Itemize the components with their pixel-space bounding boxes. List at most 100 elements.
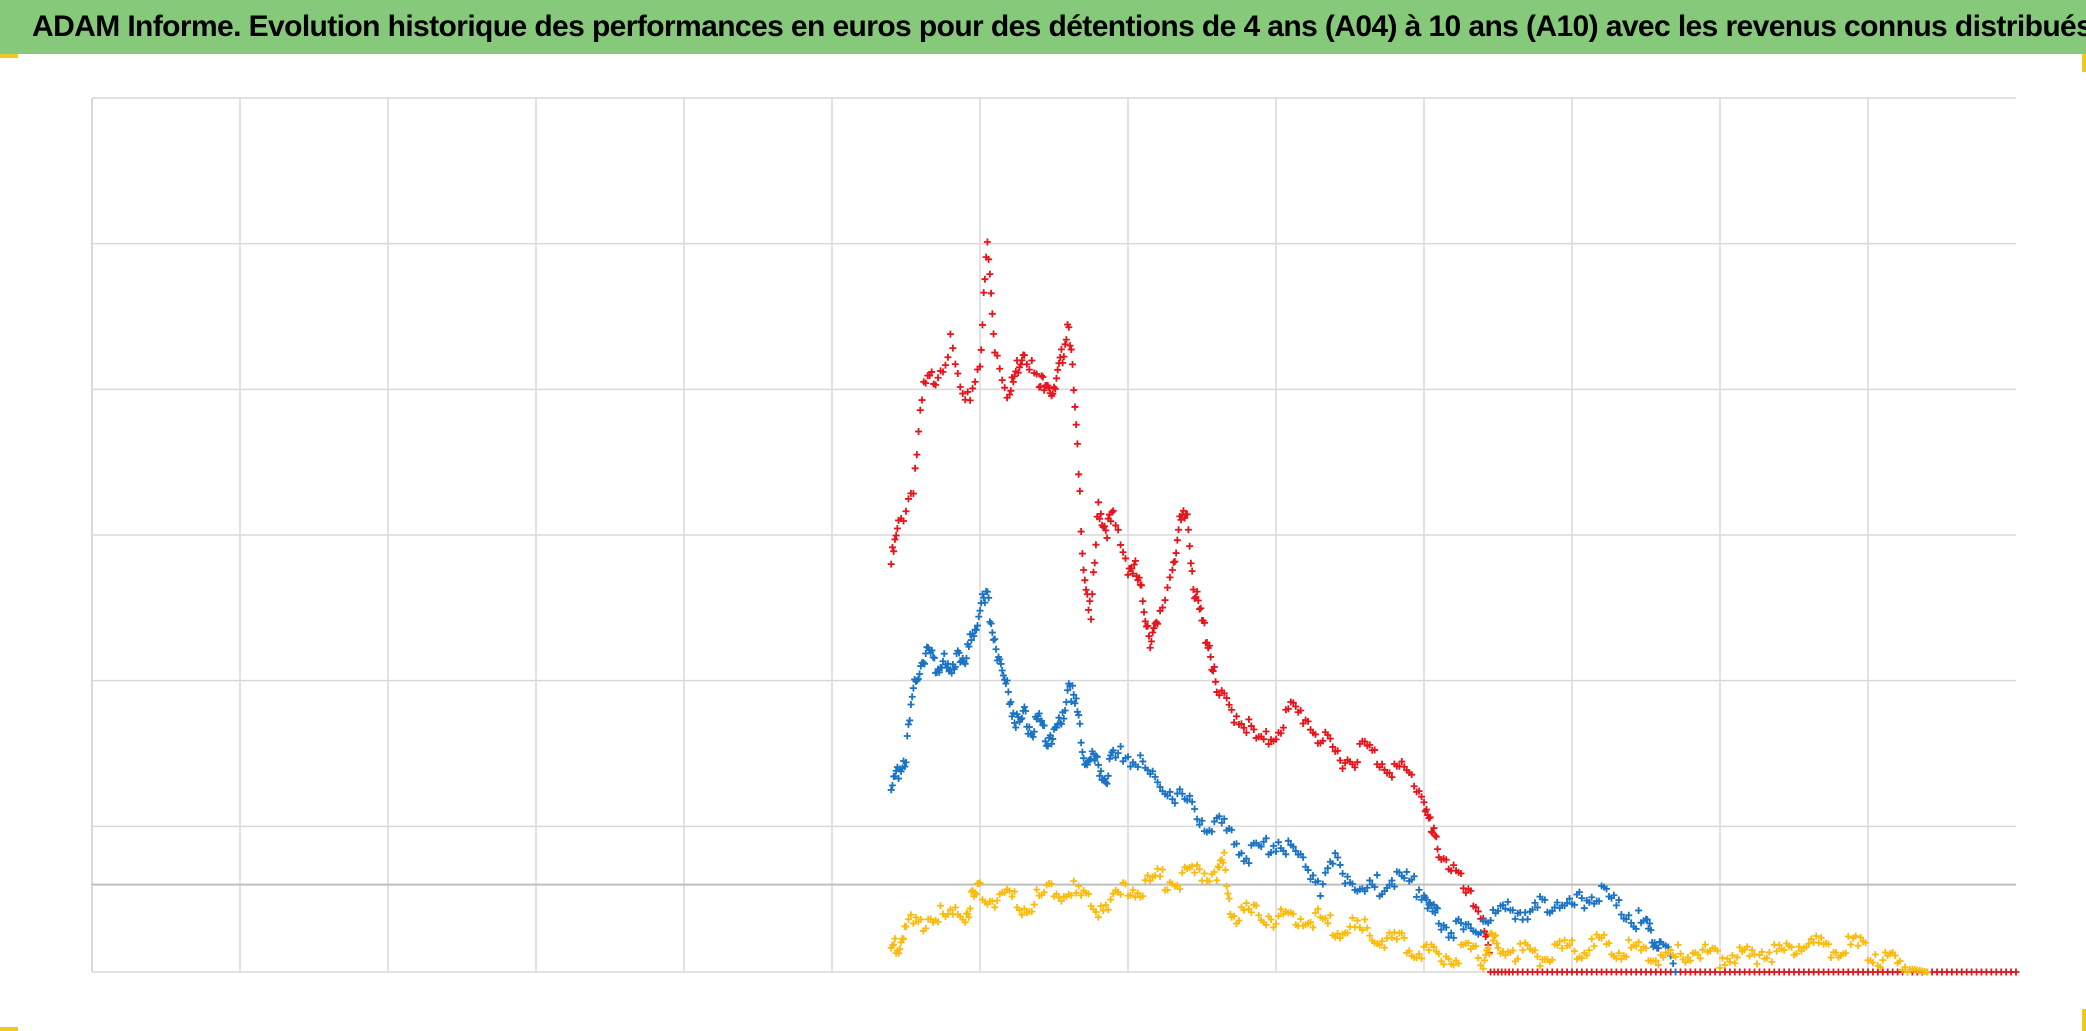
data-point bbox=[1213, 876, 1221, 884]
data-point bbox=[1247, 908, 1255, 916]
data-point bbox=[1425, 946, 1433, 954]
data-point bbox=[1156, 872, 1164, 880]
data-point bbox=[1017, 360, 1025, 368]
data-point bbox=[901, 763, 909, 771]
data-point bbox=[902, 923, 910, 931]
data-point bbox=[1097, 767, 1105, 775]
data-point bbox=[1385, 881, 1393, 889]
data-point bbox=[1055, 894, 1063, 902]
data-point bbox=[988, 629, 996, 637]
data-point bbox=[1187, 559, 1195, 567]
data-point bbox=[1009, 709, 1017, 717]
data-point bbox=[971, 378, 979, 386]
data-point bbox=[1078, 748, 1086, 756]
data-point bbox=[1076, 487, 1084, 495]
data-point bbox=[1410, 782, 1418, 790]
data-point bbox=[1072, 421, 1080, 429]
data-point bbox=[1489, 937, 1497, 945]
data-point bbox=[1580, 904, 1588, 912]
data-point bbox=[999, 671, 1007, 679]
data-point bbox=[1136, 751, 1144, 759]
data-point bbox=[1044, 742, 1052, 750]
data-point bbox=[930, 654, 938, 662]
data-point bbox=[997, 660, 1005, 668]
data-point bbox=[1059, 359, 1067, 367]
data-point bbox=[1457, 919, 1465, 927]
data-point bbox=[1070, 877, 1078, 885]
data-point bbox=[922, 924, 930, 932]
data-point bbox=[1091, 757, 1099, 765]
data-point bbox=[1242, 899, 1250, 907]
data-point bbox=[1139, 597, 1147, 605]
data-point bbox=[1171, 558, 1179, 566]
data-point bbox=[1092, 541, 1100, 549]
data-point bbox=[1102, 901, 1110, 909]
data-point bbox=[1413, 893, 1421, 901]
data-point bbox=[1736, 943, 1744, 951]
data-point bbox=[1827, 954, 1835, 962]
data-point bbox=[992, 645, 1000, 653]
data-point bbox=[1891, 952, 1899, 960]
data-point bbox=[1052, 374, 1060, 382]
data-point bbox=[1643, 916, 1651, 924]
data-point bbox=[1210, 818, 1218, 826]
data-point bbox=[1029, 733, 1037, 741]
data-point bbox=[1480, 956, 1488, 964]
data-point bbox=[1237, 849, 1245, 857]
data-point bbox=[1135, 574, 1143, 582]
data-point bbox=[1188, 567, 1196, 575]
data-point bbox=[1464, 939, 1472, 947]
data-point bbox=[1896, 957, 1904, 965]
data-point bbox=[1107, 896, 1115, 904]
data-point bbox=[1277, 905, 1285, 913]
data-point bbox=[946, 330, 954, 338]
data-point bbox=[1168, 566, 1176, 574]
data-point bbox=[1022, 707, 1030, 715]
data-point bbox=[1424, 904, 1432, 912]
data-point bbox=[1260, 735, 1268, 743]
data-point bbox=[1207, 653, 1215, 661]
data-point bbox=[1558, 944, 1566, 952]
data-point bbox=[1563, 899, 1571, 907]
data-point bbox=[972, 626, 980, 634]
data-point bbox=[1112, 754, 1120, 762]
data-point bbox=[1426, 813, 1434, 821]
data-point bbox=[1033, 370, 1041, 378]
data-point bbox=[904, 495, 912, 503]
data-point bbox=[1504, 898, 1512, 906]
data-point bbox=[1398, 929, 1406, 937]
data-point bbox=[1780, 946, 1788, 954]
data-point bbox=[1773, 947, 1781, 955]
data-point bbox=[1062, 336, 1070, 344]
data-point bbox=[951, 903, 959, 911]
data-point bbox=[1267, 915, 1275, 923]
data-point bbox=[1637, 946, 1645, 954]
data-point bbox=[1210, 663, 1218, 671]
data-point bbox=[1373, 871, 1381, 879]
data-point bbox=[1336, 861, 1344, 869]
data-point bbox=[1733, 953, 1741, 961]
data-point bbox=[1484, 944, 1492, 952]
data-point bbox=[1548, 907, 1556, 915]
data-point bbox=[1871, 951, 1879, 959]
data-point bbox=[991, 635, 999, 643]
data-point bbox=[1307, 875, 1315, 883]
data-point bbox=[1088, 590, 1096, 598]
data-point bbox=[1432, 833, 1440, 841]
data-point bbox=[1437, 926, 1445, 934]
data-point bbox=[1531, 946, 1539, 954]
data-point bbox=[1768, 958, 1776, 966]
data-point bbox=[1060, 715, 1068, 723]
data-point bbox=[1134, 889, 1142, 897]
data-point bbox=[1487, 916, 1495, 924]
data-point bbox=[1081, 576, 1089, 584]
data-point bbox=[1570, 901, 1578, 909]
data-point bbox=[1566, 895, 1574, 903]
data-point bbox=[1066, 342, 1074, 350]
data-point bbox=[1326, 911, 1334, 919]
data-point bbox=[1220, 689, 1228, 697]
data-point bbox=[1242, 855, 1250, 863]
data-point bbox=[1056, 719, 1064, 727]
data-point bbox=[946, 906, 954, 914]
data-point bbox=[1430, 943, 1438, 951]
